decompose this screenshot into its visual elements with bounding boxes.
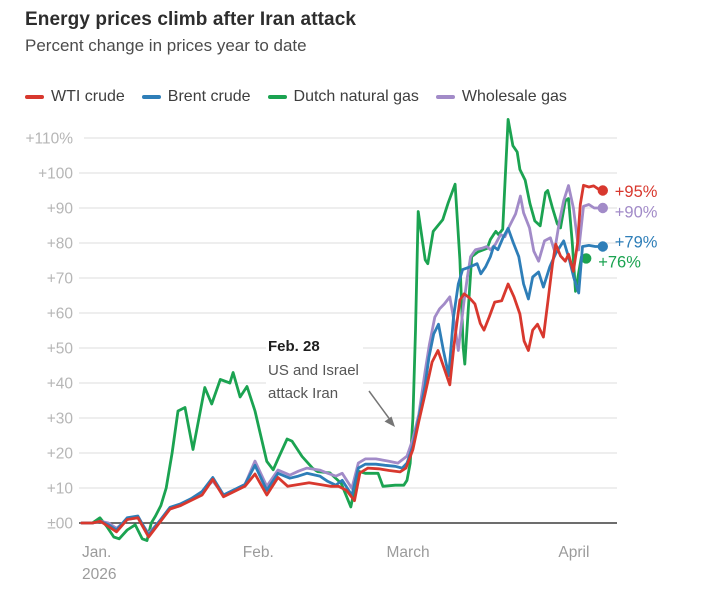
series-end-label: +76%: [598, 253, 641, 271]
page-subtitle: Percent change in prices year to date: [25, 36, 307, 55]
series-end-dot: [597, 202, 608, 214]
y-axis-tick-label: +20: [47, 446, 74, 463]
annotation-arrowhead-icon: [384, 416, 395, 427]
x-axis-tick-label: April: [558, 544, 589, 561]
series-end-label: +79%: [615, 234, 658, 252]
y-axis-tick-label: +110%: [25, 131, 73, 148]
annotation-line: US and Israel: [268, 361, 359, 379]
legend-item-brent-crude: Brent crude: [141, 88, 251, 106]
series-end-dot: [597, 241, 608, 252]
y-axis-tick-label: +80: [47, 236, 74, 253]
series-end-label: +95%: [615, 183, 658, 201]
legend-item-dutch-natural-gas: Dutch natural gas: [267, 88, 419, 106]
x-axis-tick-label: Feb.: [243, 544, 274, 561]
chart-legend: WTI crude Brent crude Dutch natural gas …: [25, 88, 567, 106]
y-axis-tick-label: +90: [47, 201, 74, 218]
wholesale-gas-swatch-icon: [435, 95, 455, 99]
series-end-dot: [597, 185, 608, 196]
page-title: Energy prices climb after Iran attack: [25, 9, 357, 30]
legend-label: Dutch natural gas: [293, 88, 419, 105]
legend-item-wti-crude: WTI crude: [25, 88, 125, 106]
y-axis-tick-label: +40: [47, 376, 74, 393]
annotation-line: attack Iran: [268, 385, 339, 402]
series-line-wti-crude: [80, 183, 605, 539]
legend-item-wholesale-gas: Wholesale gas: [435, 88, 567, 106]
y-axis-tick-label: +70: [47, 271, 74, 288]
series-end-label: +90%: [615, 204, 658, 222]
dutch-natural-gas-swatch-icon: [267, 95, 287, 99]
legend-label: Wholesale gas: [461, 88, 567, 105]
annotation-heading: Feb. 28: [268, 338, 320, 355]
y-axis-tick-label: +100: [38, 166, 73, 183]
x-axis-tick-label: Jan.: [82, 544, 111, 561]
annotation-arrow: [368, 390, 392, 422]
series-end-dot: [581, 253, 592, 264]
wti-crude-swatch-icon: [25, 95, 44, 99]
legend-label: WTI crude: [51, 88, 125, 105]
legend-label: Brent crude: [167, 88, 251, 105]
brent-crude-swatch-icon: [141, 95, 161, 99]
series-line-dutch-natural-gas: [80, 118, 588, 542]
y-axis-tick-label: +30: [47, 411, 74, 428]
x-axis-tick-label: March: [387, 544, 430, 561]
y-axis-tick-label: +60: [47, 306, 74, 323]
x-axis-year-label: 2026: [82, 566, 116, 583]
y-axis-tick-label: ±00: [47, 516, 73, 533]
y-axis-tick-label: +50: [47, 341, 74, 358]
y-axis-tick-label: +10: [47, 481, 74, 498]
event-annotation: Feb. 28 US and Israel attack Iran: [266, 334, 363, 408]
